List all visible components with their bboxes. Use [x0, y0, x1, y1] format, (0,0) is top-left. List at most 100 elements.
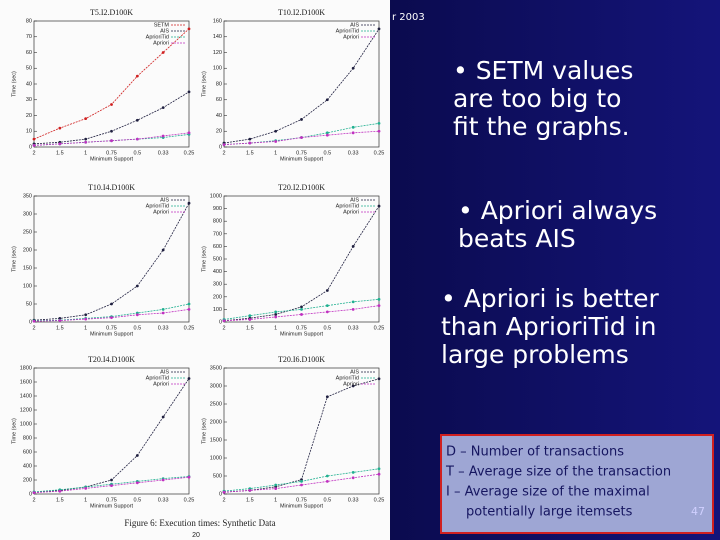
x-tick-label: 0.33: [158, 150, 169, 156]
data-point: [187, 377, 191, 380]
x-axis-label: Minimum Support: [90, 503, 134, 509]
data-point: [351, 66, 355, 70]
y-tick-label: 2500: [210, 401, 222, 407]
y-tick-label: 0: [29, 319, 32, 325]
y-tick-label: 200: [213, 294, 222, 300]
x-tick-label: 1.5: [56, 150, 64, 156]
y-tick-label: 200: [23, 247, 32, 253]
legend-label: AprioriTid: [146, 34, 169, 40]
data-point: [274, 487, 278, 490]
y-axis-label: Time (sec): [201, 246, 207, 272]
data-point: [84, 317, 88, 321]
x-tick-label: 0.75: [296, 150, 307, 156]
x-tick-label: 1: [84, 497, 87, 503]
data-point: [274, 313, 278, 316]
y-tick-label: 0: [29, 491, 32, 497]
x-tick-label: 1: [274, 497, 277, 503]
y-tick-label: 500: [213, 473, 222, 479]
x-tick-label: 0.33: [348, 325, 359, 331]
y-tick-label: 140: [213, 34, 222, 40]
data-point: [110, 129, 113, 133]
plot-frame: [223, 367, 380, 495]
data-point: [110, 316, 113, 320]
x-tick-label: 0.25: [374, 150, 385, 156]
y-tick-label: 50: [26, 66, 32, 72]
definition: I – Average size of the maximal: [446, 485, 650, 500]
x-tick-label: 2: [222, 150, 225, 156]
data-point: [135, 481, 139, 485]
y-tick-label: 900: [213, 206, 222, 212]
y-tick-label: 30: [26, 97, 32, 103]
legend-label: AIS: [160, 369, 169, 375]
data-point: [187, 90, 191, 94]
x-tick-label: 0.5: [324, 325, 332, 331]
y-tick-label: 700: [213, 231, 222, 237]
data-point: [248, 318, 252, 321]
x-tick-label: 1.5: [246, 325, 254, 331]
y-tick-label: 3500: [210, 365, 222, 371]
x-tick-label: 0.75: [106, 150, 117, 156]
figure-caption: Figure 6: Execution times: Synthetic Dat…: [124, 518, 275, 528]
data-point: [274, 483, 278, 487]
legend-label: Apriori: [153, 209, 169, 215]
x-tick-label: 1: [274, 150, 277, 156]
data-point: [161, 415, 165, 419]
bullet-text: • Apriori always: [458, 196, 657, 225]
figure-page: 20: [192, 532, 200, 539]
y-tick-label: 400: [213, 269, 222, 275]
chart-title: T20.I6.D100K: [278, 355, 325, 364]
data-point: [377, 377, 381, 381]
y-axis-label: Time (sec): [11, 418, 17, 444]
legend-label: AprioriTid: [336, 375, 359, 381]
y-tick-label: 800: [23, 435, 32, 441]
x-tick-label: 0.25: [374, 497, 385, 503]
data-point: [351, 245, 355, 248]
legend-label: AprioriTid: [336, 203, 359, 209]
definition: T – Average size of the transaction: [445, 465, 671, 480]
y-tick-label: 80: [216, 81, 222, 87]
data-point: [300, 313, 303, 316]
y-tick-label: 1400: [20, 393, 32, 399]
x-tick-label: 0.25: [184, 150, 195, 156]
definition: D – Number of transactions: [446, 445, 624, 460]
x-tick-label: 0.25: [374, 325, 385, 331]
data-point: [32, 137, 36, 141]
x-tick-label: 0.75: [296, 497, 307, 503]
y-tick-label: 0: [29, 144, 32, 150]
y-tick-label: 120: [213, 50, 222, 56]
bullet-text: • SETM values: [453, 56, 633, 85]
data-point: [161, 478, 165, 482]
plot-frame: [33, 367, 190, 495]
x-tick-label: 2: [222, 497, 225, 503]
data-point: [58, 489, 62, 493]
data-point: [300, 308, 303, 311]
data-point: [300, 483, 303, 487]
data-point: [135, 118, 139, 122]
data-point: [325, 98, 329, 102]
y-tick-label: 300: [213, 282, 222, 288]
y-axis-label: Time (sec): [11, 246, 17, 272]
data-point: [222, 319, 226, 323]
data-point: [325, 480, 329, 483]
legend-label: AIS: [350, 369, 359, 375]
x-tick-label: 2: [32, 497, 35, 503]
x-tick-label: 1.5: [56, 497, 64, 503]
data-point: [300, 305, 303, 309]
y-tick-label: 1600: [20, 379, 32, 385]
y-tick-label: 800: [213, 219, 222, 225]
legend-label: Apriori: [343, 381, 359, 387]
data-point: [300, 118, 303, 121]
data-point: [377, 121, 381, 125]
plot-frame: [33, 195, 190, 323]
data-point: [325, 310, 329, 314]
data-point: [135, 74, 139, 78]
y-tick-label: 10: [26, 129, 32, 135]
data-point: [351, 471, 355, 474]
data-point: [377, 129, 381, 133]
y-tick-label: 300: [23, 211, 32, 217]
data-point: [161, 311, 165, 315]
y-tick-label: 160: [213, 18, 222, 24]
data-point: [161, 106, 165, 110]
data-point: [110, 478, 113, 482]
